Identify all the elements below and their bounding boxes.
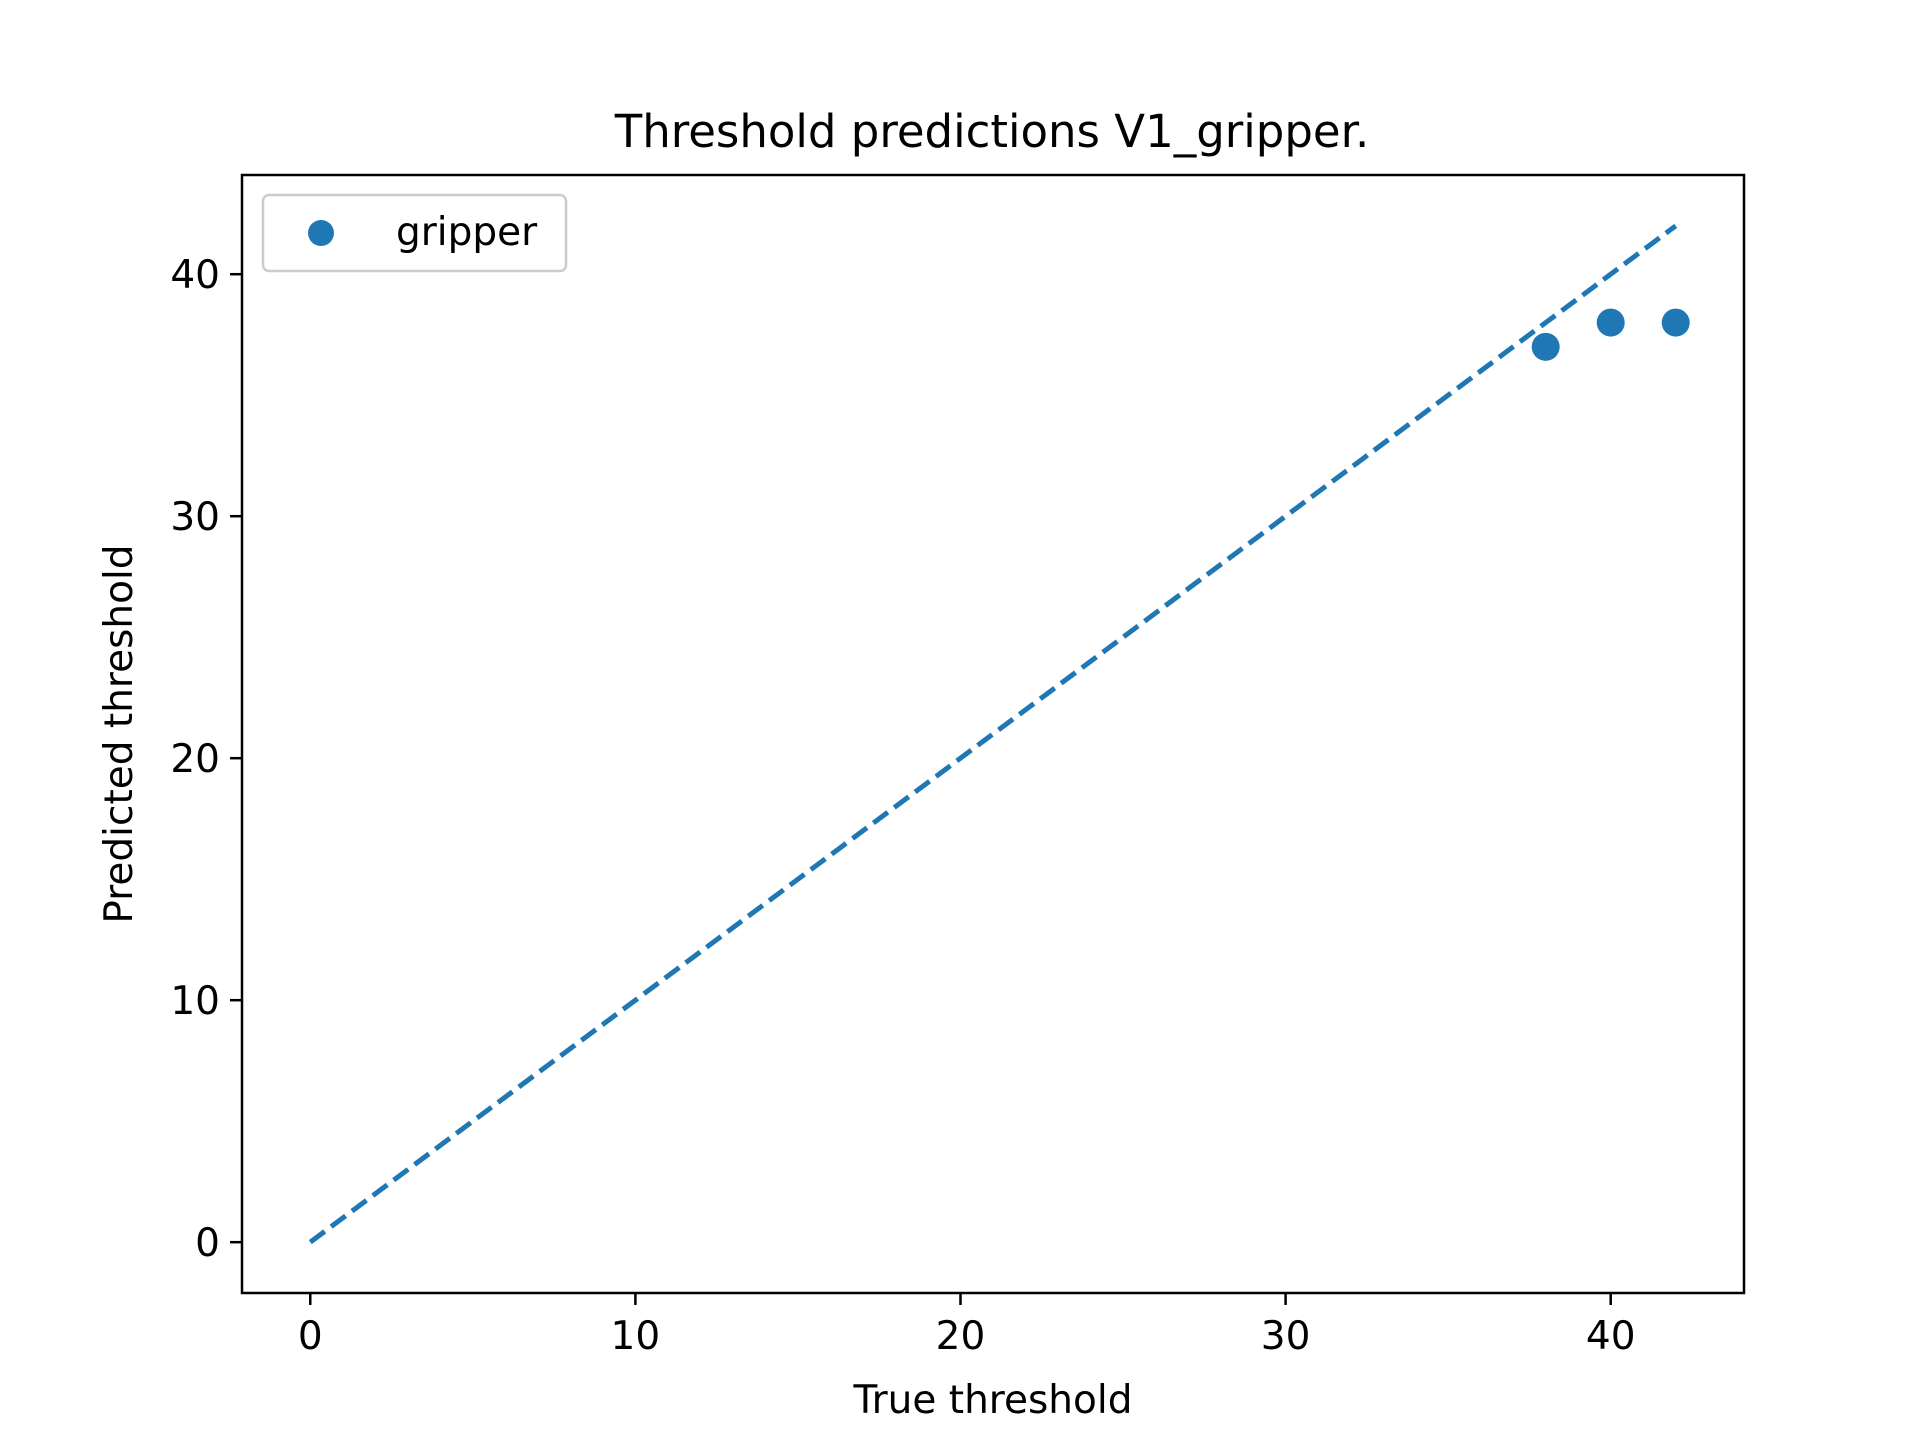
x-tick-label: 30 <box>1261 1314 1311 1359</box>
x-tick-label: 20 <box>936 1314 986 1359</box>
axes-frame <box>240 173 1746 1295</box>
scatter-point <box>1531 332 1560 361</box>
legend-box <box>261 193 568 273</box>
x-tick-label: 10 <box>611 1314 661 1359</box>
y-tick-label: 30 <box>170 495 220 540</box>
legend-marker <box>308 220 334 246</box>
y-tick-label: 20 <box>170 737 220 782</box>
y-tick-label: 10 <box>170 979 220 1024</box>
axis-ticks: 0 10 20 30 40 0 10 20 30 40 <box>170 253 1635 1359</box>
legend: gripper <box>261 193 568 273</box>
y-tick-label: 40 <box>170 253 220 298</box>
scatter-point <box>1661 308 1690 337</box>
x-axis-label: True threshold <box>853 1378 1133 1423</box>
y-axis-label: Predicted threshold <box>97 544 142 923</box>
x-tick-label: 0 <box>298 1314 323 1359</box>
x-tick-label: 40 <box>1586 1314 1636 1359</box>
y-tick-label: 0 <box>195 1221 220 1266</box>
reference-line <box>308 223 1678 1245</box>
plot-area <box>308 223 1690 1245</box>
scatter-point <box>1596 308 1625 337</box>
legend-label-gripper: gripper <box>396 210 538 255</box>
chart-title: Threshold predictions V1_gripper. <box>614 105 1370 158</box>
